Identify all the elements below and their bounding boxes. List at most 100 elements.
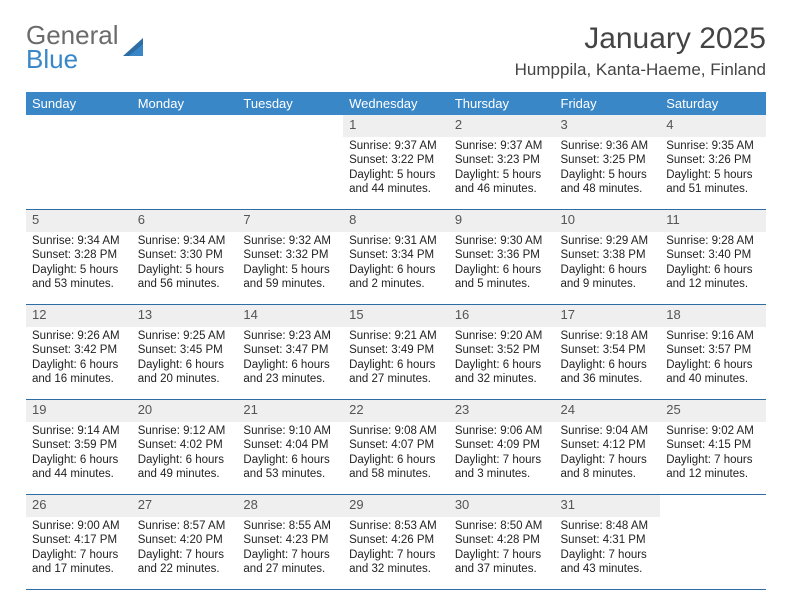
day-number: 16 [449,305,555,328]
day2-text: and 8 minutes. [561,467,655,481]
day2-text: and 12 minutes. [666,277,760,291]
day-cell: Sunrise: 9:10 AMSunset: 4:04 PMDaylight:… [237,422,343,495]
day2-text: and 32 minutes. [455,372,549,386]
sunrise-text: Sunrise: 9:12 AM [138,424,232,438]
sunset-text: Sunset: 3:45 PM [138,343,232,357]
day-number: 10 [555,210,661,233]
day2-text: and 44 minutes. [32,467,126,481]
day2-text: and 48 minutes. [561,182,655,196]
day-number [132,115,238,137]
day-number: 26 [26,495,132,518]
day-detail-row: Sunrise: 9:26 AMSunset: 3:42 PMDaylight:… [26,327,766,400]
day-cell: Sunrise: 9:32 AMSunset: 3:32 PMDaylight:… [237,232,343,305]
day-cell: Sunrise: 9:14 AMSunset: 3:59 PMDaylight:… [26,422,132,495]
sunset-text: Sunset: 3:22 PM [349,153,443,167]
day-number: 19 [26,400,132,423]
day2-text: and 22 minutes. [138,562,232,576]
day-number [26,115,132,137]
sunrise-text: Sunrise: 9:06 AM [455,424,549,438]
sunrise-text: Sunrise: 8:55 AM [243,519,337,533]
day1-text: Daylight: 6 hours [666,358,760,372]
day-cell: Sunrise: 9:21 AMSunset: 3:49 PMDaylight:… [343,327,449,400]
weekday-header: Monday [132,92,238,115]
day-cell: Sunrise: 9:34 AMSunset: 3:28 PMDaylight:… [26,232,132,305]
day1-text: Daylight: 7 hours [561,548,655,562]
sunrise-text: Sunrise: 9:20 AM [455,329,549,343]
day-number: 9 [449,210,555,233]
weekday-header: Tuesday [237,92,343,115]
sunrise-text: Sunrise: 9:00 AM [32,519,126,533]
day2-text: and 36 minutes. [561,372,655,386]
day2-text: and 56 minutes. [138,277,232,291]
day1-text: Daylight: 6 hours [32,358,126,372]
day2-text: and 40 minutes. [666,372,760,386]
day-cell: Sunrise: 9:00 AMSunset: 4:17 PMDaylight:… [26,517,132,590]
day-cell: Sunrise: 8:48 AMSunset: 4:31 PMDaylight:… [555,517,661,590]
day2-text: and 37 minutes. [455,562,549,576]
day2-text: and 32 minutes. [349,562,443,576]
sunset-text: Sunset: 4:20 PM [138,533,232,547]
sunset-text: Sunset: 3:38 PM [561,248,655,262]
sunrise-text: Sunrise: 8:48 AM [561,519,655,533]
day1-text: Daylight: 5 hours [138,263,232,277]
sunset-text: Sunset: 4:26 PM [349,533,443,547]
day-cell: Sunrise: 9:34 AMSunset: 3:30 PMDaylight:… [132,232,238,305]
day-number: 2 [449,115,555,137]
header: General Blue January 2025 Humppila, Kant… [26,22,766,86]
day2-text: and 12 minutes. [666,467,760,481]
day1-text: Daylight: 7 hours [455,453,549,467]
sunset-text: Sunset: 4:15 PM [666,438,760,452]
day-number: 13 [132,305,238,328]
day1-text: Daylight: 5 hours [349,168,443,182]
day1-text: Daylight: 5 hours [32,263,126,277]
day2-text: and 3 minutes. [455,467,549,481]
day2-text: and 51 minutes. [666,182,760,196]
sunset-text: Sunset: 3:49 PM [349,343,443,357]
day-number: 21 [237,400,343,423]
day1-text: Daylight: 6 hours [561,263,655,277]
day-number: 25 [660,400,766,423]
day-cell: Sunrise: 9:31 AMSunset: 3:34 PMDaylight:… [343,232,449,305]
day1-text: Daylight: 6 hours [349,263,443,277]
day-number: 31 [555,495,661,518]
day-number: 12 [26,305,132,328]
day-detail-row: Sunrise: 9:37 AMSunset: 3:22 PMDaylight:… [26,137,766,210]
day1-text: Daylight: 6 hours [243,358,337,372]
calendar-table: Sunday Monday Tuesday Wednesday Thursday… [26,92,766,590]
day-cell: Sunrise: 9:29 AMSunset: 3:38 PMDaylight:… [555,232,661,305]
sunrise-text: Sunrise: 9:21 AM [349,329,443,343]
day-cell: Sunrise: 9:35 AMSunset: 3:26 PMDaylight:… [660,137,766,210]
day1-text: Daylight: 6 hours [455,263,549,277]
day1-text: Daylight: 7 hours [666,453,760,467]
day1-text: Daylight: 6 hours [32,453,126,467]
title-block: January 2025 Humppila, Kanta-Haeme, Finl… [515,22,766,86]
day-number: 5 [26,210,132,233]
day2-text: and 59 minutes. [243,277,337,291]
day1-text: Daylight: 5 hours [666,168,760,182]
sunrise-text: Sunrise: 9:34 AM [138,234,232,248]
day-cell: Sunrise: 8:50 AMSunset: 4:28 PMDaylight:… [449,517,555,590]
sunrise-text: Sunrise: 8:53 AM [349,519,443,533]
sunrise-text: Sunrise: 9:35 AM [666,139,760,153]
day1-text: Daylight: 6 hours [138,453,232,467]
weekday-header: Friday [555,92,661,115]
sunset-text: Sunset: 4:17 PM [32,533,126,547]
sunrise-text: Sunrise: 9:32 AM [243,234,337,248]
day-number: 20 [132,400,238,423]
day2-text: and 17 minutes. [32,562,126,576]
day-cell: Sunrise: 9:23 AMSunset: 3:47 PMDaylight:… [237,327,343,400]
day1-text: Daylight: 5 hours [561,168,655,182]
day-number: 1 [343,115,449,137]
day-cell: Sunrise: 9:37 AMSunset: 3:23 PMDaylight:… [449,137,555,210]
day2-text: and 53 minutes. [243,467,337,481]
sunset-text: Sunset: 3:25 PM [561,153,655,167]
day-cell: Sunrise: 9:20 AMSunset: 3:52 PMDaylight:… [449,327,555,400]
day-cell: Sunrise: 9:30 AMSunset: 3:36 PMDaylight:… [449,232,555,305]
logo: General Blue [26,22,147,72]
day2-text: and 27 minutes. [349,372,443,386]
sunset-text: Sunset: 3:42 PM [32,343,126,357]
day-number: 3 [555,115,661,137]
day-cell: Sunrise: 9:12 AMSunset: 4:02 PMDaylight:… [132,422,238,495]
day-number: 14 [237,305,343,328]
day-detail-row: Sunrise: 9:00 AMSunset: 4:17 PM Daylight:… [26,517,766,590]
